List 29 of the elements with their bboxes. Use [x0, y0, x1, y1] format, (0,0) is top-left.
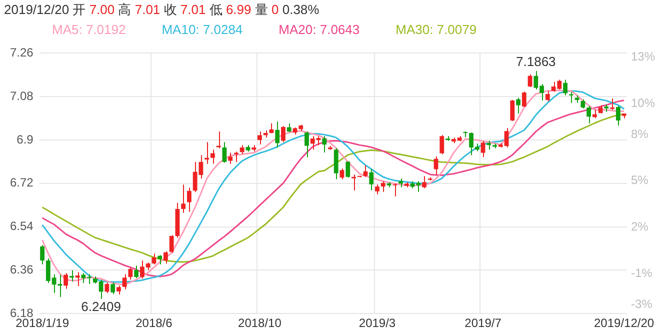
y2-tick-label: 8% — [630, 126, 649, 141]
y-tick-label: 6.72 — [10, 176, 34, 190]
text: MA5: 7.0192 — [52, 21, 126, 39]
y-tick-label: 6.54 — [10, 219, 34, 234]
chart-title: 2019/12/20 开 7.00 高 7.01 收 7.01 低 6.99 量 0 0.38% — [4, 2, 320, 17]
x-tick-label: 2019/12/20 — [594, 316, 654, 330]
x-tick-label: 2019/7 — [464, 316, 502, 330]
candlestick — [404, 182, 409, 188]
text: MA20: 7.0643 — [278, 21, 360, 39]
candlestick — [428, 176, 432, 182]
candlestick — [492, 143, 497, 149]
x-tick-label: 2018/6 — [136, 316, 173, 330]
y-tick-label: 6.36 — [10, 262, 34, 277]
text: MA30: 7.0079 — [396, 21, 477, 39]
y2-tick-label: 10% — [630, 96, 656, 110]
text: MA10: 7.0284 — [162, 21, 243, 39]
x-tick-label: 2019/3 — [358, 316, 396, 330]
y2-tick-label: -3% — [630, 296, 653, 311]
annotation: 7.1863 — [516, 54, 556, 70]
annotation: 6.2409 — [81, 298, 121, 314]
y2-tick-label: -1% — [630, 266, 653, 280]
y-tick-label: 7.26 — [10, 46, 34, 60]
candlestick — [568, 91, 574, 104]
y-tick-label: 7.08 — [10, 88, 34, 103]
y2-tick-label: 5% — [630, 173, 649, 188]
y2-tick-label: 13% — [630, 50, 656, 64]
y2-tick-label: 2% — [630, 220, 649, 234]
x-tick-label: 2018/10 — [238, 316, 282, 330]
y-tick-label: 6.9 — [16, 132, 34, 146]
